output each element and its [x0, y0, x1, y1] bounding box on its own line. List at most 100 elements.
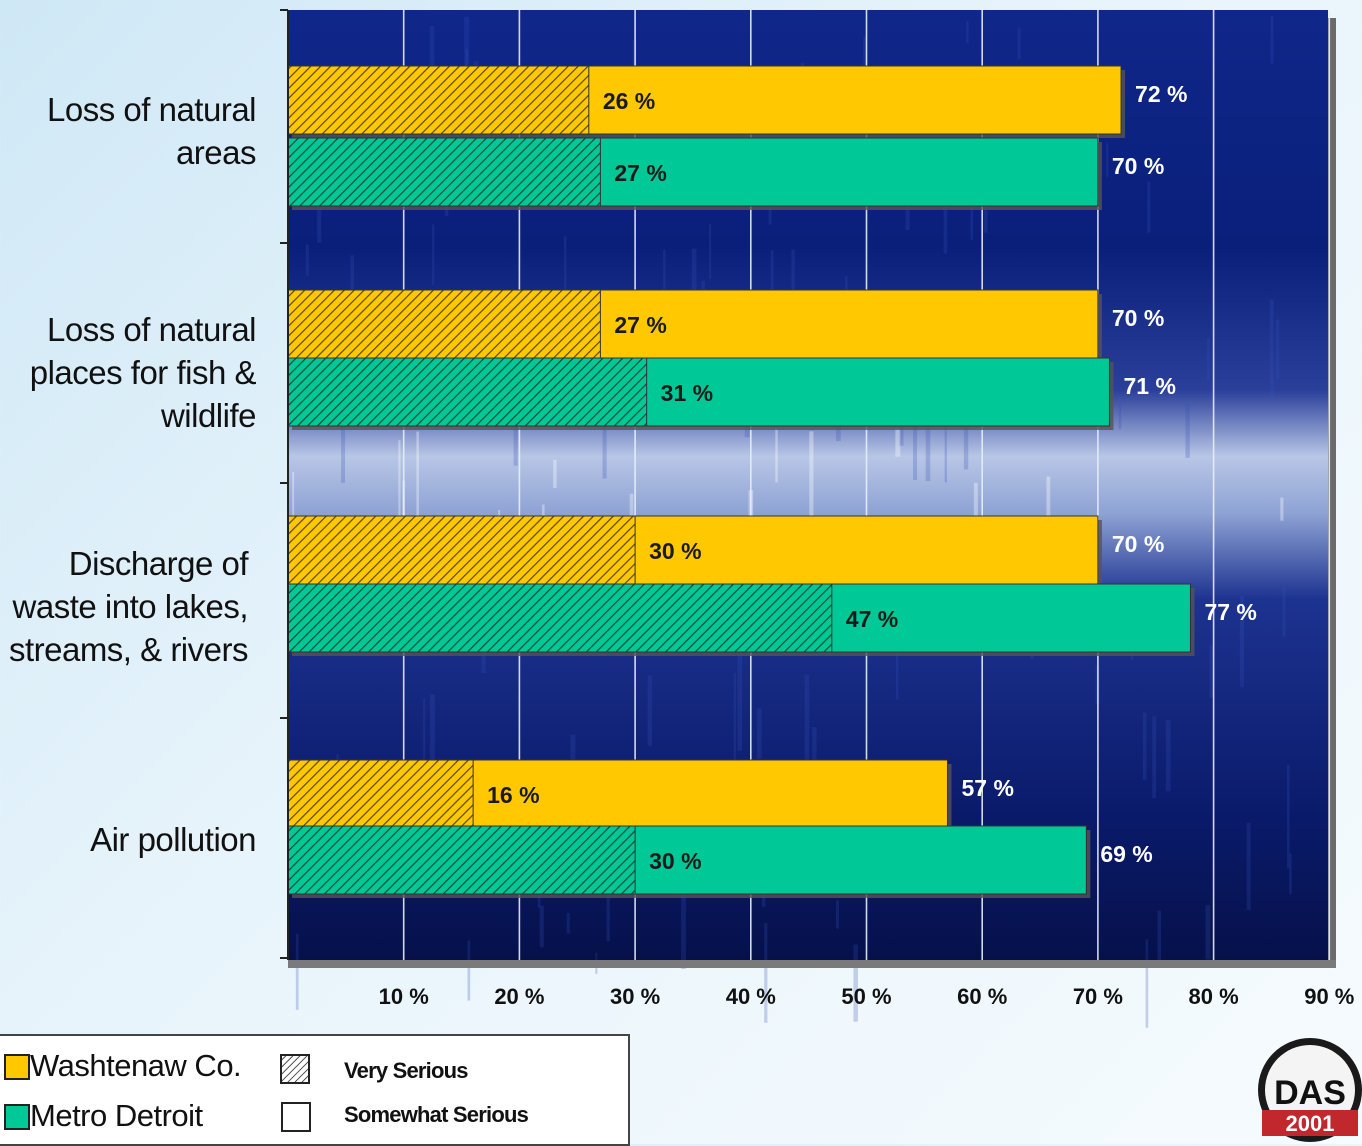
texture-streak: [1209, 645, 1214, 698]
data-label-total: 69 %: [1100, 841, 1152, 867]
texture-streak: [709, 223, 712, 279]
texture-streak: [1046, 476, 1051, 518]
texture-streak: [1270, 15, 1274, 65]
texture-streak: [1282, 586, 1286, 637]
texture-streak: [606, 867, 610, 942]
legend-swatch-washtenaw: [4, 1054, 30, 1080]
texture-streak: [398, 440, 401, 529]
data-label-total: 57 %: [961, 775, 1013, 801]
texture-streak: [756, 708, 762, 759]
texture-streak: [423, 698, 426, 796]
texture-streak: [416, 431, 419, 538]
texture-streak: [430, 694, 435, 768]
texture-streak: [295, 933, 299, 1010]
texture-streak: [467, 940, 471, 1001]
texture-streak: [764, 923, 768, 1023]
texture-streak: [305, 244, 309, 276]
legend-label-washtenaw: Washtenaw Co.: [30, 1048, 242, 1083]
logo-text-year: 2001: [1286, 1111, 1335, 1136]
data-label-total: 71 %: [1123, 373, 1175, 399]
legend-label-somewhat-serious: Somewhat Serious: [344, 1102, 529, 1127]
bar-very-serious-washtenaw: [287, 65, 590, 135]
texture-streak: [647, 675, 653, 746]
data-label-total: 77 %: [1204, 599, 1256, 625]
x-tick-label: 80 %: [1189, 984, 1239, 1009]
texture-streak: [464, 16, 470, 113]
bar-very-serious-metro: [287, 583, 833, 653]
x-tick-label: 90 %: [1304, 984, 1354, 1009]
texture-streak: [1246, 822, 1251, 911]
x-tick-label: 10 %: [379, 984, 429, 1009]
texture-streak: [1157, 910, 1162, 967]
legend: Washtenaw Co. Metro Detroit Very Serious…: [0, 1034, 630, 1146]
bar-very-serious-metro: [287, 357, 648, 427]
texture-streak: [1152, 716, 1157, 799]
data-label-very-serious: 47 %: [846, 606, 898, 632]
texture-streak: [563, 236, 567, 324]
x-tick-label: 70 %: [1073, 984, 1123, 1009]
texture-streak: [895, 428, 901, 457]
texture-streak: [1275, 319, 1280, 379]
texture-streak: [629, 493, 634, 521]
texture-streak: [465, 49, 468, 77]
texture-streak: [1118, 401, 1122, 430]
bar-very-serious-washtenaw: [287, 759, 474, 829]
bar-very-serious-washtenaw: [287, 515, 636, 585]
texture-streak: [1280, 497, 1284, 521]
data-label-total: 72 %: [1135, 81, 1187, 107]
x-tick-label: 50 %: [841, 984, 891, 1009]
texture-streak: [925, 419, 931, 482]
category-label-air-pollution: Air pollution: [90, 821, 256, 858]
texture-streak: [691, 248, 697, 297]
bar-very-serious-metro: [287, 137, 601, 207]
x-tick-label: 40 %: [726, 984, 776, 1009]
data-label-total: 70 %: [1112, 531, 1164, 557]
texture-streak: [539, 905, 544, 948]
texture-streak: [1239, 596, 1244, 688]
legend-label-very-serious: Very Serious: [344, 1058, 469, 1083]
bar-very-serious-washtenaw: [287, 289, 601, 359]
texture-streak: [681, 881, 686, 969]
texture-streak: [737, 644, 743, 751]
legend-swatch-hatched: [280, 1054, 310, 1084]
texture-streak: [341, 401, 346, 483]
texture-streak: [1165, 719, 1171, 792]
data-label-very-serious: 27 %: [614, 160, 666, 186]
logo-text-das: DAS: [1274, 1074, 1346, 1112]
texture-streak: [432, 224, 435, 285]
texture-streak: [1145, 939, 1149, 1028]
texture-streak: [663, 249, 666, 292]
texture-streak: [350, 255, 355, 321]
texture-streak: [1206, 337, 1210, 381]
texture-streak: [1106, 142, 1109, 178]
texture-streak: [944, 386, 947, 483]
texture-streak: [733, 672, 736, 762]
legend-swatch-metro: [4, 1104, 30, 1130]
data-label-very-serious: 31 %: [661, 380, 713, 406]
texture-streak: [913, 391, 918, 480]
legend-label-metro: Metro Detroit: [30, 1098, 203, 1133]
category-label-fish-wildlife: Loss of natural places for fish & wildli…: [29, 311, 257, 434]
bar-very-serious-metro: [287, 825, 636, 895]
texture-streak: [896, 635, 899, 700]
texture-streak: [804, 674, 810, 766]
data-label-very-serious: 30 %: [649, 538, 701, 564]
texture-streak: [1185, 403, 1190, 458]
data-label-very-serious: 30 %: [649, 848, 701, 874]
category-label-discharge-waste: Discharge of waste into lakes, streams, …: [8, 545, 249, 668]
x-tick-label: 60 %: [957, 984, 1007, 1009]
texture-streak: [863, 36, 867, 86]
x-tick-label: 30 %: [610, 984, 660, 1009]
x-tick-label: 20 %: [494, 984, 544, 1009]
category-label-natural-areas: Loss of natural areas: [47, 91, 256, 171]
x-axis-base: [288, 960, 1336, 968]
texture-streak: [566, 913, 570, 934]
texture-streak: [775, 428, 778, 483]
texture-streak: [1017, 27, 1021, 60]
texture-streak: [1289, 853, 1292, 895]
texture-streak: [966, 21, 969, 43]
texture-streak: [1142, 712, 1147, 781]
texture-streak: [1286, 764, 1290, 869]
texture-streak: [1269, 299, 1274, 399]
